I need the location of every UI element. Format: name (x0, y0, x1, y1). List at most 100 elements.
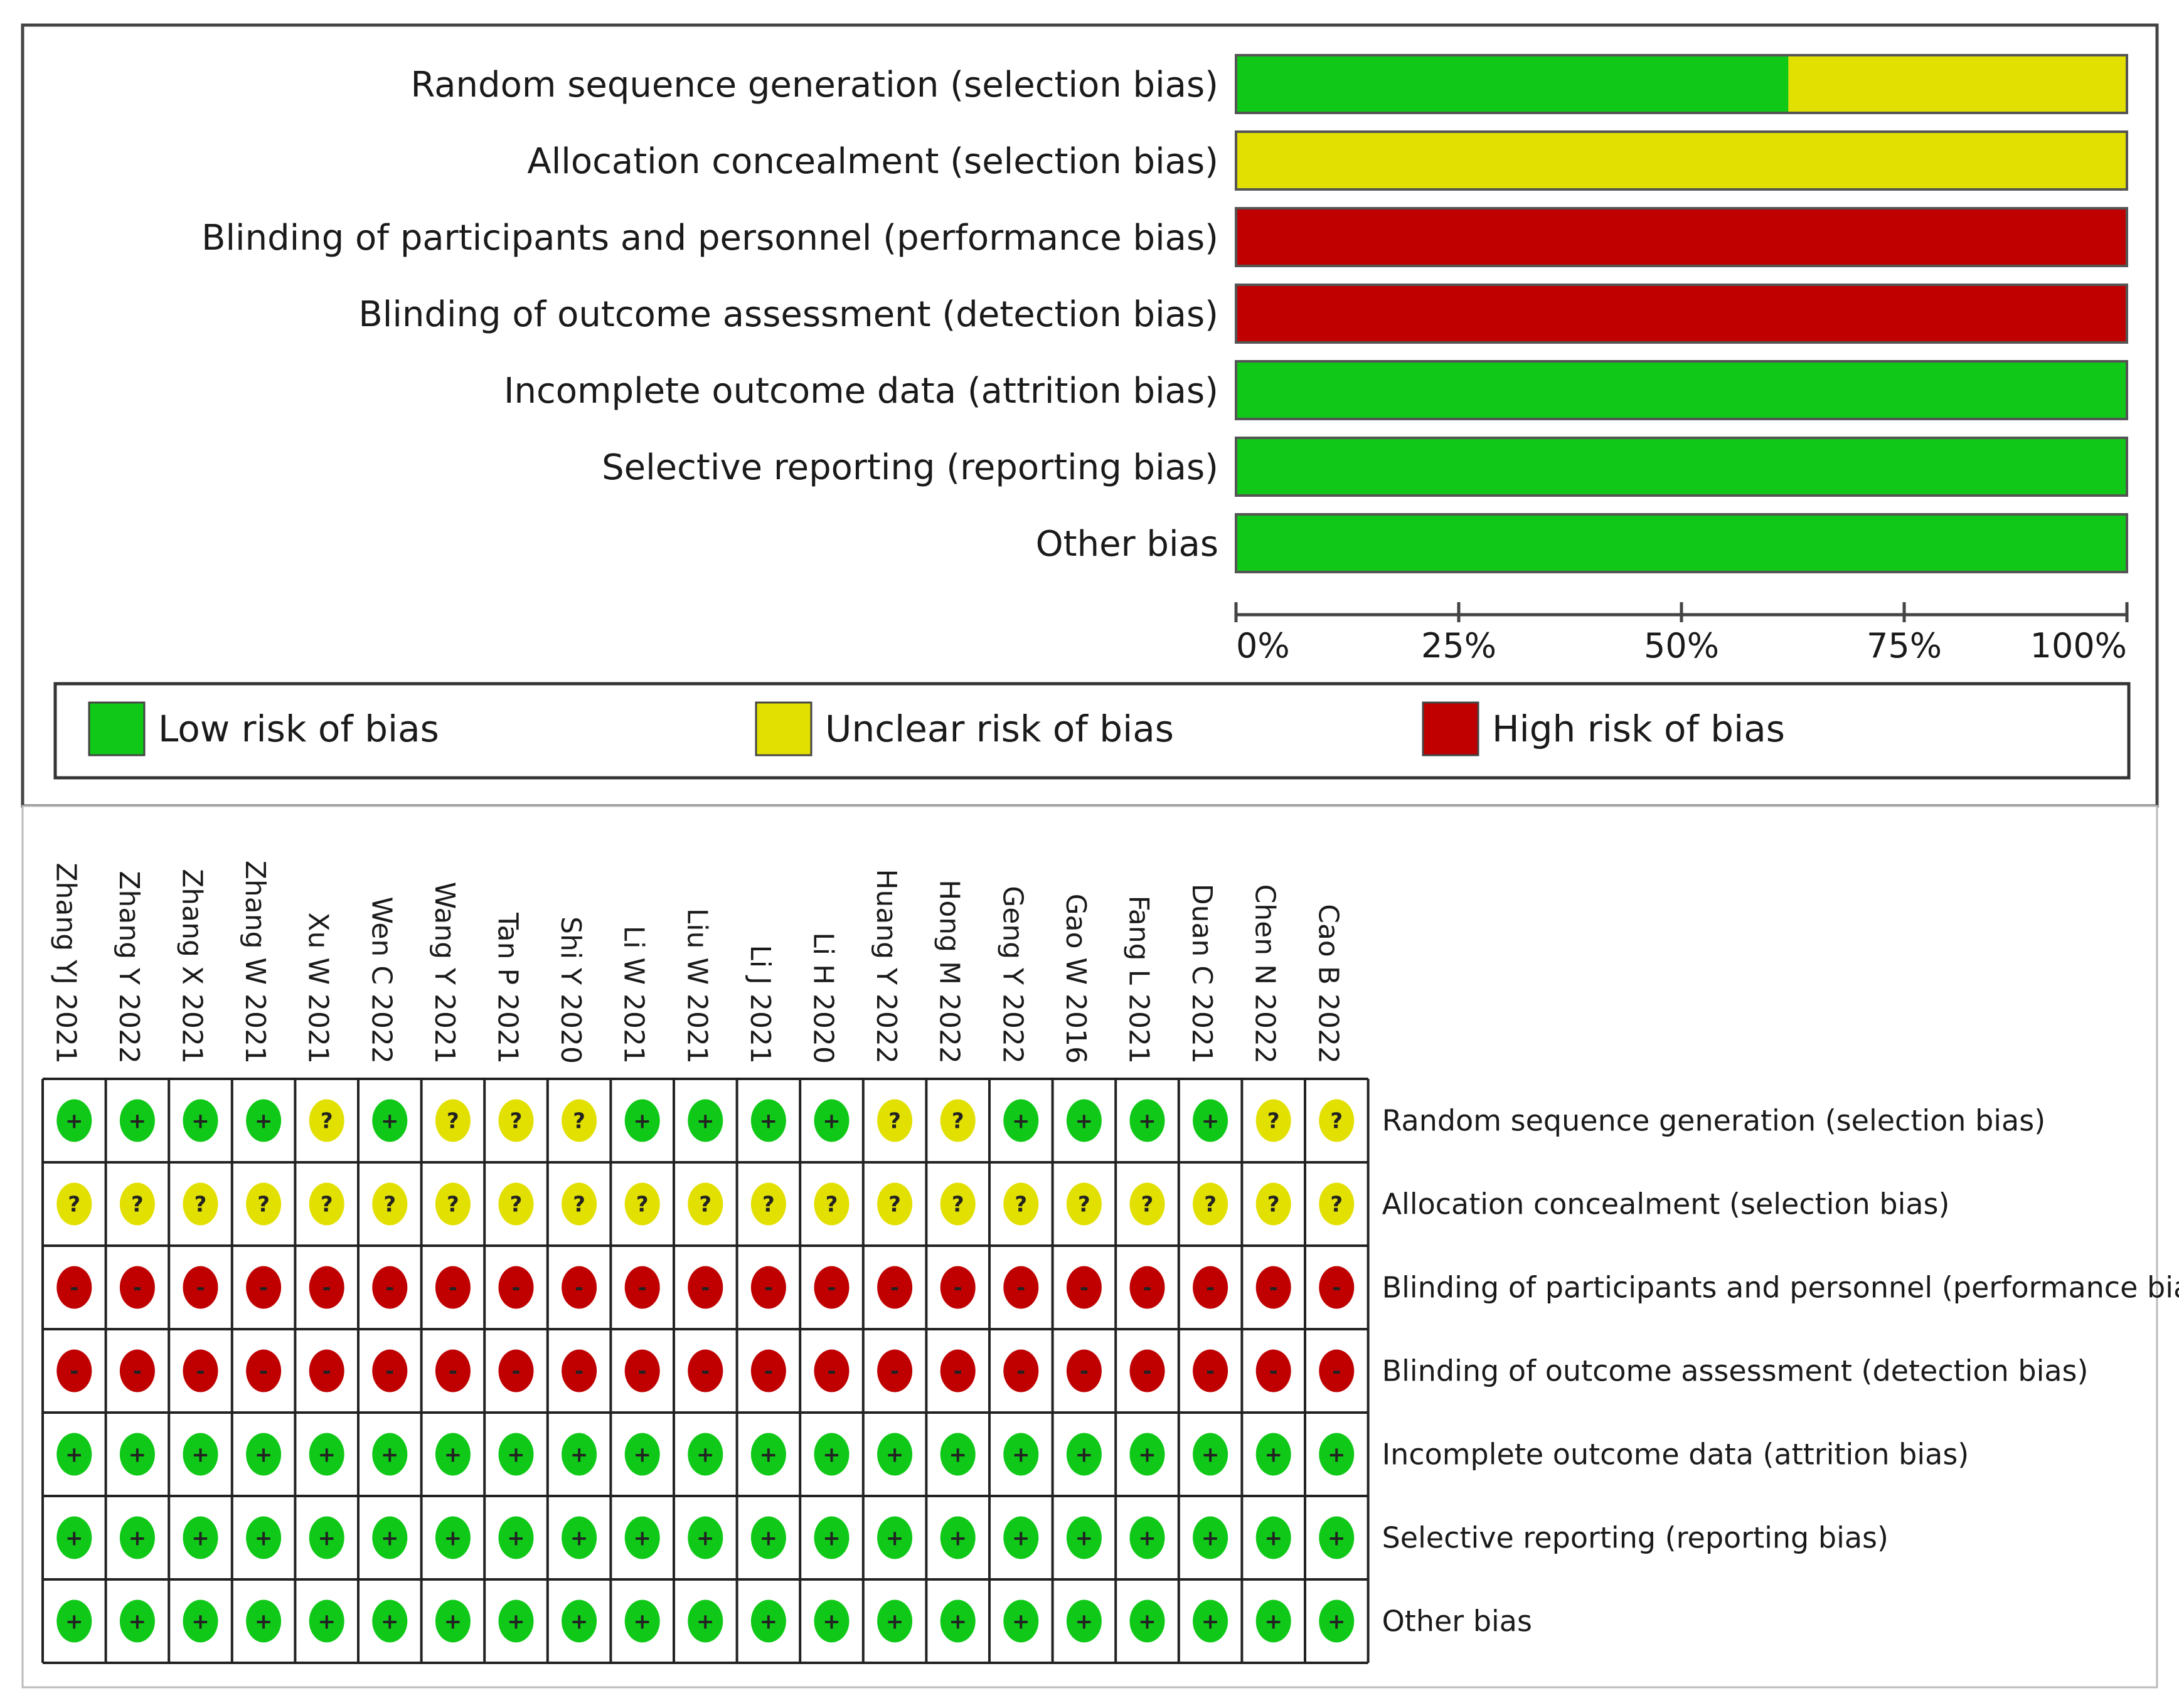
judgement-dot-low (119, 1599, 155, 1643)
bar-segment-low (1236, 55, 1789, 113)
judgement-symbol: - (259, 1276, 268, 1301)
judgement-symbol: + (381, 1610, 399, 1635)
stacked-bars (1235, 54, 2128, 573)
judgement-symbol: - (1080, 1359, 1089, 1384)
judgement-symbol: + (1012, 1443, 1030, 1468)
judgement-dot-high (688, 1349, 723, 1392)
judgement-symbol: ? (1015, 1192, 1027, 1217)
judgement-symbol: + (255, 1526, 273, 1551)
judgement-symbol: + (65, 1526, 83, 1551)
judgement-dot-high (1193, 1349, 1228, 1392)
judgement-symbol: - (449, 1359, 457, 1384)
judgement-dot-low (814, 1516, 850, 1559)
judgement-symbol: + (1201, 1526, 1220, 1551)
judgement-dot-high (688, 1266, 723, 1309)
judgement-dot-low (940, 1599, 976, 1643)
judgement-symbol: - (1206, 1276, 1215, 1301)
judgement-symbol: - (1080, 1276, 1089, 1301)
judgement-symbol: + (1328, 1610, 1346, 1635)
judgement-symbol: + (949, 1443, 967, 1468)
judgement-symbol: + (65, 1443, 83, 1468)
judgement-dot-high (940, 1266, 976, 1309)
judgement-dot-unclear (435, 1182, 471, 1226)
judgement-symbol: + (507, 1526, 525, 1551)
judgement-symbol: ? (1330, 1192, 1343, 1217)
judgement-dot-unclear (1003, 1182, 1039, 1226)
judgement-dot-low (624, 1433, 660, 1476)
study-label: Zhang YJ 2021 (50, 862, 82, 1064)
judgement-dot-high (119, 1349, 155, 1392)
judgement-dot-high (56, 1349, 92, 1392)
judgement-symbol: ? (1330, 1109, 1343, 1134)
bar-category-label: Incomplete outcome data (attrition bias) (504, 371, 1218, 411)
judgement-symbol: - (638, 1359, 647, 1384)
judgement-dot-unclear (119, 1182, 155, 1226)
judgement-dot-low (688, 1599, 723, 1643)
judgement-symbol: + (1138, 1443, 1156, 1468)
judgement-dot-low (1066, 1599, 1102, 1643)
judgement-dot-unclear (562, 1099, 597, 1142)
judgement-dot-low (877, 1599, 913, 1643)
judgement-dot-high (498, 1266, 534, 1309)
judgement-dot-low (1255, 1599, 1291, 1643)
judgement-symbol: + (1201, 1610, 1220, 1635)
judgement-symbol: ? (952, 1192, 964, 1217)
judgement-dot-unclear (877, 1182, 913, 1226)
judgement-symbol: + (255, 1109, 273, 1134)
judgement-symbol: - (890, 1359, 899, 1384)
judgement-dot-low (246, 1099, 282, 1142)
judgement-symbol: - (1269, 1276, 1278, 1301)
study-label: Zhang W 2021 (239, 861, 271, 1064)
study-label: Fang L 2021 (1123, 895, 1155, 1064)
judgement-symbol: - (70, 1359, 78, 1384)
judgement-symbol: ? (510, 1192, 523, 1217)
judgement-dot-low (750, 1099, 786, 1142)
judgement-symbol: - (638, 1276, 647, 1301)
judgement-dot-low (1319, 1599, 1355, 1643)
judgement-dot-high (1255, 1349, 1291, 1392)
study-label: Zhang Y 2022 (113, 871, 145, 1064)
judgement-symbol: - (1143, 1359, 1151, 1384)
study-label: Xu W 2021 (302, 913, 334, 1064)
judgement-dot-high (624, 1349, 660, 1392)
judgement-dot-low (435, 1433, 471, 1476)
judgement-symbol: ? (510, 1109, 523, 1134)
judgement-dot-low (309, 1599, 344, 1643)
bar-outline (1235, 284, 2128, 344)
judgement-dot-high (1003, 1266, 1039, 1309)
judgement-symbol: - (1016, 1359, 1025, 1384)
judgement-dot-high (562, 1349, 597, 1392)
judgement-symbol: - (511, 1359, 520, 1384)
judgement-symbol: ? (826, 1192, 838, 1217)
judgement-dot-low (624, 1599, 660, 1643)
bar-outline (1235, 54, 2128, 114)
legend-swatch-high (1422, 701, 1479, 756)
judgement-dot-low (435, 1599, 471, 1643)
judgement-symbol: + (823, 1109, 841, 1134)
judgement-symbol: + (696, 1526, 715, 1551)
bar-category-labels: Random sequence generation (selection bi… (201, 65, 1218, 565)
domain-labels: Random sequence generation (selection bi… (1382, 1104, 2179, 1638)
judgement-symbol: + (381, 1443, 399, 1468)
judgement-symbol: + (570, 1526, 589, 1551)
judgement-symbol: + (886, 1610, 904, 1635)
judgement-symbol: - (322, 1359, 331, 1384)
judgement-symbol: + (191, 1109, 210, 1134)
judgement-dot-low (814, 1599, 850, 1643)
judgement-symbol: + (696, 1109, 715, 1134)
judgement-symbol: + (1201, 1109, 1220, 1134)
judgement-symbol: ? (1078, 1192, 1090, 1217)
judgement-symbol: + (1075, 1526, 1094, 1551)
judgement-symbol: + (633, 1443, 651, 1468)
judgement-symbol: + (886, 1526, 904, 1551)
judgement-dot-low (562, 1433, 597, 1476)
judgement-symbol: + (823, 1610, 841, 1635)
judgement-dot-low (119, 1433, 155, 1476)
bar-segment-low (1236, 361, 2127, 419)
judgement-dot-high (435, 1349, 471, 1392)
judgement-symbol: - (385, 1276, 394, 1301)
judgement-dot-low (372, 1516, 408, 1559)
judgement-dot-low (435, 1516, 471, 1559)
judgement-dot-high (1319, 1266, 1355, 1309)
judgement-symbol: + (444, 1443, 462, 1468)
